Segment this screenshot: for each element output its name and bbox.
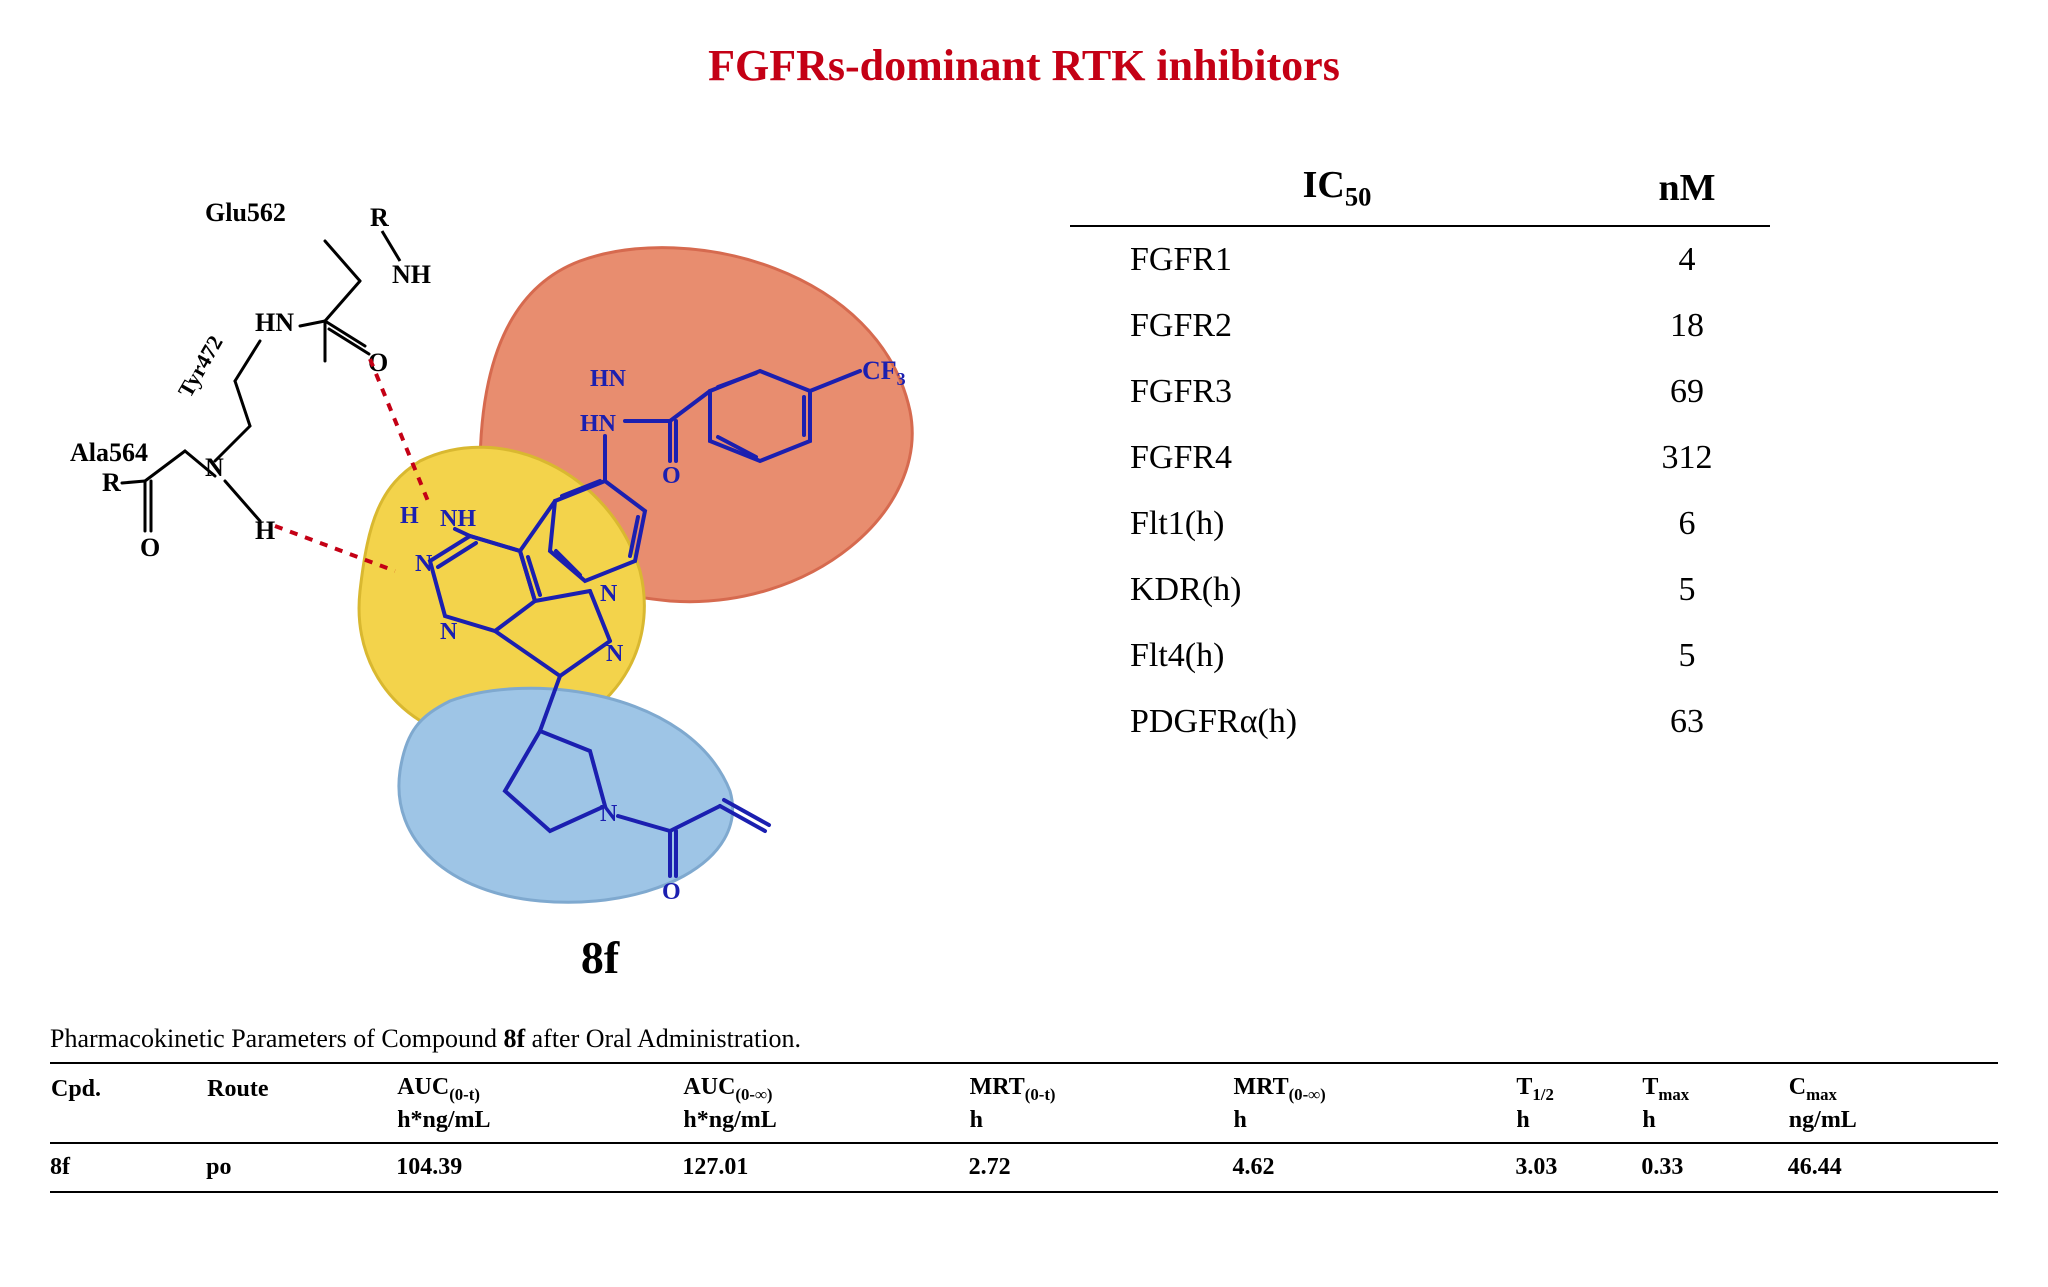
pk-col-unit: h	[1641, 1106, 1787, 1143]
ic50-column: IC50 nM FGFR14FGFR218FGFR369FGFR4312Flt1…	[1070, 131, 1770, 755]
svg-text:NH: NH	[440, 506, 476, 532]
table-row: FGFR14	[1070, 226, 1770, 293]
svg-text:N: N	[440, 619, 458, 645]
ic50-kinase: PDGFRα(h)	[1070, 689, 1604, 755]
molecule-diagram: HN N H O R Glu562 R	[50, 131, 950, 984]
svg-text:O: O	[140, 533, 160, 562]
pk-cell: 2.72	[969, 1143, 1233, 1192]
table-row: KDR(h)5	[1070, 557, 1770, 623]
pk-col-header: Tmax	[1641, 1063, 1787, 1106]
pk-header-row1: Cpd.RouteAUC(0-t)AUC(0-∞)MRT(0-t)MRT(0-∞…	[50, 1063, 1998, 1106]
svg-text:O: O	[662, 879, 681, 905]
table-row: FGFR4312	[1070, 425, 1770, 491]
ic50-value: 63	[1604, 689, 1770, 755]
pk-header-row2: h*ng/mLh*ng/mLhhhhng/mL	[50, 1106, 1998, 1143]
ic50-header-col2: nM	[1604, 151, 1770, 226]
pk-cell: 4.62	[1232, 1143, 1515, 1192]
svg-text:HN: HN	[255, 308, 294, 337]
pk-cell: 0.33	[1641, 1143, 1787, 1192]
ic50-kinase: KDR(h)	[1070, 557, 1604, 623]
pk-col-unit: h	[1515, 1106, 1641, 1143]
svg-text:N: N	[606, 641, 624, 667]
molecule-svg: HN N H O R Glu562 R	[50, 131, 950, 911]
ic50-value: 4	[1604, 226, 1770, 293]
pk-cell: 8f	[50, 1143, 206, 1192]
ic50-kinase: FGFR3	[1070, 359, 1604, 425]
ic50-kinase: Flt4(h)	[1070, 623, 1604, 689]
ic50-value: 69	[1604, 359, 1770, 425]
pk-col-unit: h	[1232, 1106, 1515, 1143]
figure-title: FGFRs-dominant RTK inhibitors	[50, 40, 1998, 91]
svg-text:H: H	[255, 516, 275, 545]
pk-col-header: T1/2	[1515, 1063, 1641, 1106]
ic50-value: 18	[1604, 293, 1770, 359]
ic50-header-col1: IC50	[1070, 151, 1604, 226]
svg-text:R: R	[102, 468, 121, 497]
svg-text:HN: HN	[580, 411, 617, 437]
ic50-kinase: Flt1(h)	[1070, 491, 1604, 557]
svg-text:NH: NH	[392, 260, 431, 289]
pk-cell: po	[206, 1143, 396, 1192]
ic50-kinase: FGFR4	[1070, 425, 1604, 491]
top-row: HN N H O R Glu562 R	[50, 131, 1998, 984]
pk-col-header: MRT(0-∞)	[1232, 1063, 1515, 1106]
svg-text:O: O	[662, 463, 681, 489]
table-row: FGFR218	[1070, 293, 1770, 359]
pk-cell: 3.03	[1515, 1143, 1641, 1192]
pk-data-row: 8fpo104.39127.012.724.623.030.3346.44	[50, 1143, 1998, 1192]
table-row: PDGFRα(h)63	[1070, 689, 1770, 755]
label-glu: Glu562	[205, 198, 286, 227]
svg-text:N: N	[205, 453, 224, 482]
ic50-value: 5	[1604, 557, 1770, 623]
pk-col-header: Cpd.	[50, 1063, 206, 1106]
ic50-kinase: FGFR1	[1070, 226, 1604, 293]
ic50-kinase: FGFR2	[1070, 293, 1604, 359]
label-ala: Ala564	[70, 438, 148, 467]
pk-col-header: AUC(0-t)	[396, 1063, 682, 1106]
pk-col-header: Route	[206, 1063, 396, 1106]
table-row: Flt1(h)6	[1070, 491, 1770, 557]
pk-col-unit: ng/mL	[1788, 1106, 1998, 1143]
ic50-table: IC50 nM FGFR14FGFR218FGFR369FGFR4312Flt1…	[1070, 151, 1770, 755]
pk-col-header: Cmax	[1788, 1063, 1998, 1106]
pk-col-unit	[206, 1106, 396, 1143]
svg-text:HN: HN	[590, 366, 627, 392]
ic50-value: 6	[1604, 491, 1770, 557]
pk-cell: 104.39	[396, 1143, 682, 1192]
pk-col-unit: h*ng/mL	[396, 1106, 682, 1143]
svg-text:N: N	[600, 581, 618, 607]
pk-col-unit: h*ng/mL	[682, 1106, 968, 1143]
svg-text:H: H	[400, 503, 419, 529]
peptide-fragment: HN N H O R	[102, 241, 369, 562]
pk-section: Pharmacokinetic Parameters of Compound 8…	[50, 1024, 1998, 1193]
ic50-tbody: FGFR14FGFR218FGFR369FGFR4312Flt1(h)6KDR(…	[1070, 226, 1770, 755]
pk-col-unit: h	[969, 1106, 1233, 1143]
ic50-value: 312	[1604, 425, 1770, 491]
pk-cell: 127.01	[682, 1143, 968, 1192]
svg-text:N: N	[600, 801, 618, 827]
ic50-value: 5	[1604, 623, 1770, 689]
pk-col-unit	[50, 1106, 206, 1143]
pk-col-header: MRT(0-t)	[969, 1063, 1233, 1106]
svg-text:N: N	[415, 551, 433, 577]
pk-caption: Pharmacokinetic Parameters of Compound 8…	[50, 1024, 1998, 1054]
compound-label: 8f	[250, 931, 950, 984]
label-cf3: CF3	[862, 356, 906, 389]
label-r1: R	[370, 203, 389, 232]
pk-col-header: AUC(0-∞)	[682, 1063, 968, 1106]
title-text: FGFRs-dominant RTK inhibitors	[708, 41, 1340, 90]
table-row: FGFR369	[1070, 359, 1770, 425]
table-row: Flt4(h)5	[1070, 623, 1770, 689]
blob-bottom-path	[399, 688, 733, 902]
label-tyr: Tyr472	[173, 331, 228, 401]
blob-bottom	[399, 688, 733, 902]
pk-cell: 46.44	[1788, 1143, 1998, 1192]
pk-table: Cpd.RouteAUC(0-t)AUC(0-∞)MRT(0-t)MRT(0-∞…	[50, 1062, 1998, 1193]
